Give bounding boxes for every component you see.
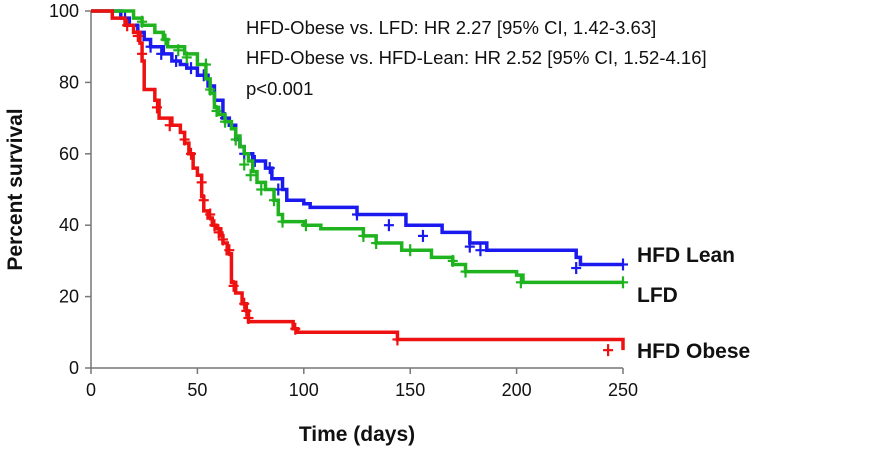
censor-mark <box>228 279 239 292</box>
censor-mark <box>383 219 394 232</box>
censor-mark <box>137 47 148 60</box>
x-tick-label: 0 <box>86 380 96 400</box>
y-tick-label: 80 <box>59 72 79 92</box>
censor-mark <box>264 162 275 175</box>
censor-mark <box>447 254 458 267</box>
x-tick-label: 100 <box>289 380 319 400</box>
annotation-hr-lean: HFD-Obese vs. HFD-Lean: HR 2.52 [95% CI,… <box>246 47 707 68</box>
axes <box>90 11 623 369</box>
censor-mark <box>290 322 301 335</box>
y-axis-title: Percent survival <box>4 108 27 270</box>
censor-mark <box>392 333 403 346</box>
x-tick-label: 200 <box>502 380 532 400</box>
censor-mark <box>475 244 486 257</box>
censor-mark <box>515 276 526 289</box>
censor-mark <box>151 101 162 114</box>
censor-mark <box>460 265 471 278</box>
censor-mark <box>220 115 231 128</box>
censor-mark <box>239 297 250 310</box>
y-tick-label: 60 <box>59 144 79 164</box>
censor-mark <box>245 169 256 182</box>
censor-mark <box>186 62 197 75</box>
censor-mark <box>239 158 250 171</box>
censor-mark <box>371 237 382 250</box>
censor-mark <box>269 194 280 207</box>
series-label-lfd: LFD <box>637 284 678 307</box>
censor-mark <box>300 219 311 232</box>
censor-mark <box>198 194 209 207</box>
censor-mark <box>352 208 362 221</box>
censor-mark <box>571 262 582 275</box>
censor-mark <box>145 40 156 53</box>
series-lfd <box>91 9 628 289</box>
censor-mark <box>277 215 288 228</box>
series-labels: HFD Lean LFD HFD Obese <box>637 244 750 363</box>
y-tick-label: 20 <box>59 287 79 307</box>
censor-mark <box>160 33 171 46</box>
x-tick-label: 150 <box>395 380 425 400</box>
censor-mark <box>358 229 369 242</box>
annotation-hr-lfd: HFD-Obese vs. LFD: HR 2.27 [95% CI, 1.42… <box>246 17 656 38</box>
censor-mark <box>618 258 628 271</box>
censor-mark <box>256 183 267 196</box>
censor-mark <box>173 44 184 57</box>
series-label-hfd-obese: HFD Obese <box>637 340 750 363</box>
censor-mark <box>171 54 182 67</box>
x-tick-label: 250 <box>608 380 638 400</box>
series-label-hfd-lean: HFD Lean <box>637 244 735 267</box>
censor-mark <box>205 83 216 96</box>
censor-mark <box>211 104 222 117</box>
y-tick-label: 100 <box>49 1 79 21</box>
censor-mark <box>205 208 216 221</box>
censor-mark <box>464 240 475 253</box>
censor-mark <box>230 133 241 146</box>
censor-mark <box>213 226 224 239</box>
censor-mark <box>405 244 416 257</box>
ticks: 0 20 40 60 80 100 0 50 100 150 200 250 <box>49 1 638 400</box>
series-hfd-obese <box>91 9 625 357</box>
y-tick-label: 0 <box>69 358 79 378</box>
censor-mark <box>618 276 628 289</box>
censor-mark <box>181 51 192 64</box>
y-tick-label: 40 <box>59 215 79 235</box>
censor-mark <box>224 244 235 257</box>
survival-curves <box>91 9 628 357</box>
x-axis-title: Time (days) <box>299 423 415 446</box>
censor-mark <box>243 312 254 325</box>
x-tick-label: 50 <box>187 380 207 400</box>
censor-mark <box>417 229 428 242</box>
censor-mark <box>179 133 190 146</box>
censor-mark <box>603 344 614 357</box>
survival-line-lfd <box>91 9 623 285</box>
censor-mark <box>217 233 228 246</box>
censor-mark <box>164 119 175 132</box>
censor-mark <box>186 147 197 160</box>
censor-mark <box>156 47 167 60</box>
censor-mark <box>137 15 148 28</box>
annotation-p-value: p<0.001 <box>246 78 313 99</box>
censor-mark <box>200 58 211 71</box>
censor-mark <box>196 176 207 189</box>
censor-mark <box>241 304 252 317</box>
censor-mark <box>132 29 143 42</box>
censor-mark <box>209 219 220 232</box>
censor-mark <box>122 19 133 32</box>
